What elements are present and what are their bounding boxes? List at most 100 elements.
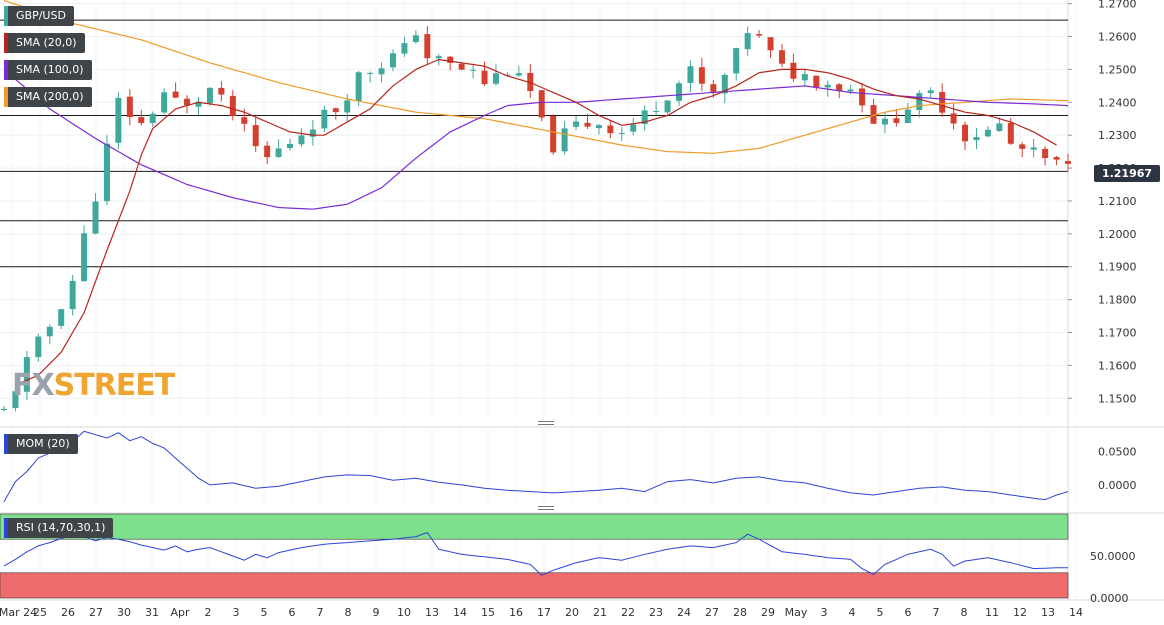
price-tick-label: 1.2400 bbox=[1098, 96, 1137, 109]
candle-body bbox=[927, 90, 934, 94]
candle-body bbox=[756, 34, 763, 36]
rsi-label[interactable]: RSI (14,70,30,1) bbox=[4, 518, 114, 538]
candle-body bbox=[962, 124, 969, 142]
candle-body bbox=[687, 66, 694, 83]
candle-body bbox=[778, 50, 785, 64]
candle-body bbox=[790, 62, 797, 79]
price-tick-label: 1.2500 bbox=[1098, 63, 1137, 76]
candle-body bbox=[984, 129, 991, 137]
candle-body bbox=[996, 123, 1003, 132]
candle-body bbox=[573, 121, 580, 127]
candle-body bbox=[1042, 148, 1049, 159]
candle-body bbox=[1019, 144, 1026, 149]
price-tick-label: 1.2300 bbox=[1098, 129, 1137, 142]
date-tick-label: 22 bbox=[621, 606, 635, 619]
candle-body bbox=[23, 357, 30, 392]
rsi-line bbox=[3, 531, 1068, 576]
candle-body bbox=[481, 70, 488, 85]
candle-body bbox=[813, 75, 820, 88]
candle-body bbox=[81, 233, 88, 282]
candle-body bbox=[149, 113, 156, 124]
rsi-line bbox=[3, 531, 1068, 576]
date-tick-label: 5 bbox=[261, 606, 268, 619]
candle-body bbox=[195, 101, 202, 107]
date-tick-label: 30 bbox=[117, 606, 131, 619]
date-tick-label: 8 bbox=[961, 606, 968, 619]
pane-resize-handle[interactable] bbox=[538, 506, 554, 507]
mom-label[interactable]: MOM (20) bbox=[4, 434, 78, 454]
date-tick-label: 3 bbox=[821, 606, 828, 619]
sma100-label[interactable]: SMA (100,0) bbox=[4, 60, 92, 80]
date-tick-label: Mar 24 bbox=[0, 606, 37, 619]
pane-resize-handle-line bbox=[538, 509, 554, 510]
pane-resize-handle-line bbox=[538, 424, 554, 425]
candle-body bbox=[1053, 157, 1060, 160]
candle-body bbox=[904, 109, 911, 124]
candle-body bbox=[744, 33, 751, 50]
date-tick-label: 24 bbox=[677, 606, 691, 619]
candle-body bbox=[46, 326, 53, 337]
date-tick-label: 12 bbox=[1013, 606, 1027, 619]
date-tick-label: 27 bbox=[705, 606, 719, 619]
date-tick-label: 10 bbox=[397, 606, 411, 619]
date-tick-label: 17 bbox=[537, 606, 551, 619]
date-tick-label: 5 bbox=[877, 606, 884, 619]
candle-body bbox=[1, 408, 7, 411]
price-tick-label: 1.2600 bbox=[1098, 31, 1137, 44]
candle-body bbox=[275, 148, 282, 157]
date-tick-label: Apr bbox=[170, 606, 190, 619]
pane-resize-handle[interactable] bbox=[538, 421, 554, 422]
candle-body bbox=[584, 122, 591, 127]
current-price-tag: 1.21967 bbox=[1094, 165, 1160, 182]
candle-body bbox=[733, 48, 740, 74]
candle-body bbox=[847, 89, 854, 92]
candle-body bbox=[321, 109, 328, 129]
price-tick-label: 1.1800 bbox=[1098, 294, 1137, 307]
candle-body bbox=[58, 309, 65, 326]
candle-body bbox=[287, 143, 294, 148]
date-tick-label: 21 bbox=[593, 606, 607, 619]
candle-body bbox=[870, 105, 877, 124]
candle-body bbox=[939, 91, 946, 113]
candle-body bbox=[458, 63, 465, 70]
candle-body bbox=[115, 97, 122, 143]
candle-body bbox=[767, 37, 774, 51]
mom-tick-label: 0.0500 bbox=[1098, 445, 1137, 458]
date-tick-label: 2 bbox=[205, 606, 212, 619]
candle-body bbox=[206, 87, 213, 104]
date-tick-label: 20 bbox=[565, 606, 579, 619]
candle-body bbox=[35, 336, 42, 358]
candle-body bbox=[1065, 161, 1071, 164]
candle-body bbox=[515, 73, 522, 76]
candle-body bbox=[103, 143, 110, 202]
candle-body bbox=[950, 113, 957, 124]
date-tick-label: 29 bbox=[761, 606, 775, 619]
candle-body bbox=[698, 67, 705, 84]
date-tick-label: 8 bbox=[345, 606, 352, 619]
sma200-label[interactable]: SMA (200,0) bbox=[4, 87, 92, 107]
date-tick-label: 27 bbox=[89, 606, 103, 619]
candle-body bbox=[447, 56, 454, 63]
axes: 1.27001.26001.25001.24001.23001.22001.21… bbox=[0, 0, 1137, 619]
candle-body bbox=[412, 35, 419, 43]
candle-body bbox=[435, 56, 442, 59]
price-tick-label: 1.1700 bbox=[1098, 326, 1137, 339]
candle-body bbox=[1030, 147, 1037, 150]
instrument-label[interactable]: GBP/USD bbox=[4, 6, 74, 26]
date-tick-label: 14 bbox=[453, 606, 467, 619]
candle-body bbox=[69, 280, 76, 310]
candle-body bbox=[595, 125, 602, 129]
candle-body bbox=[309, 129, 316, 137]
rsi-overbought-zone bbox=[0, 513, 1069, 540]
candle-body bbox=[653, 111, 660, 113]
candle-body bbox=[389, 53, 396, 68]
date-tick-label: 6 bbox=[289, 606, 296, 619]
candle-body bbox=[12, 391, 19, 409]
candle-body bbox=[138, 117, 145, 124]
sma20-label[interactable]: SMA (20,0) bbox=[4, 33, 85, 53]
candle-body bbox=[561, 128, 568, 152]
candle-body bbox=[836, 84, 843, 91]
candle-body bbox=[126, 96, 133, 118]
moving-averages bbox=[3, 0, 1069, 386]
candle-body bbox=[229, 95, 236, 116]
